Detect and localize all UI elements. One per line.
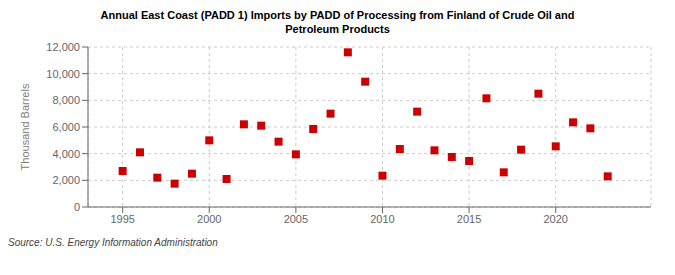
svg-text:0: 0 — [74, 200, 80, 212]
svg-text:1995: 1995 — [110, 212, 134, 224]
svg-text:2015: 2015 — [457, 212, 481, 224]
svg-text:6,000: 6,000 — [52, 120, 80, 132]
svg-text:2000: 2000 — [197, 212, 221, 224]
svg-text:8,000: 8,000 — [52, 94, 80, 106]
html-text:Source: U.S. Energy Informatio: Source: U.S. Energy Information Administ… — [8, 236, 218, 248]
html-text:Annual East Coast (PADD 1) Imp: Annual East Coast (PADD 1) Imports by PA… — [100, 9, 575, 21]
svg-text:10,000: 10,000 — [46, 67, 80, 79]
svg-text:12,000: 12,000 — [46, 40, 80, 52]
svg-text:4,000: 4,000 — [52, 147, 80, 159]
svg-text:2005: 2005 — [284, 212, 308, 224]
svg-text:2010: 2010 — [370, 212, 394, 224]
svg-text:2,000: 2,000 — [52, 174, 80, 186]
svg-text:Thousand Barrels: Thousand Barrels — [19, 83, 31, 170]
svg-text:2020: 2020 — [543, 212, 567, 224]
html-text:Petroleum Products: Petroleum Products — [285, 23, 390, 36]
